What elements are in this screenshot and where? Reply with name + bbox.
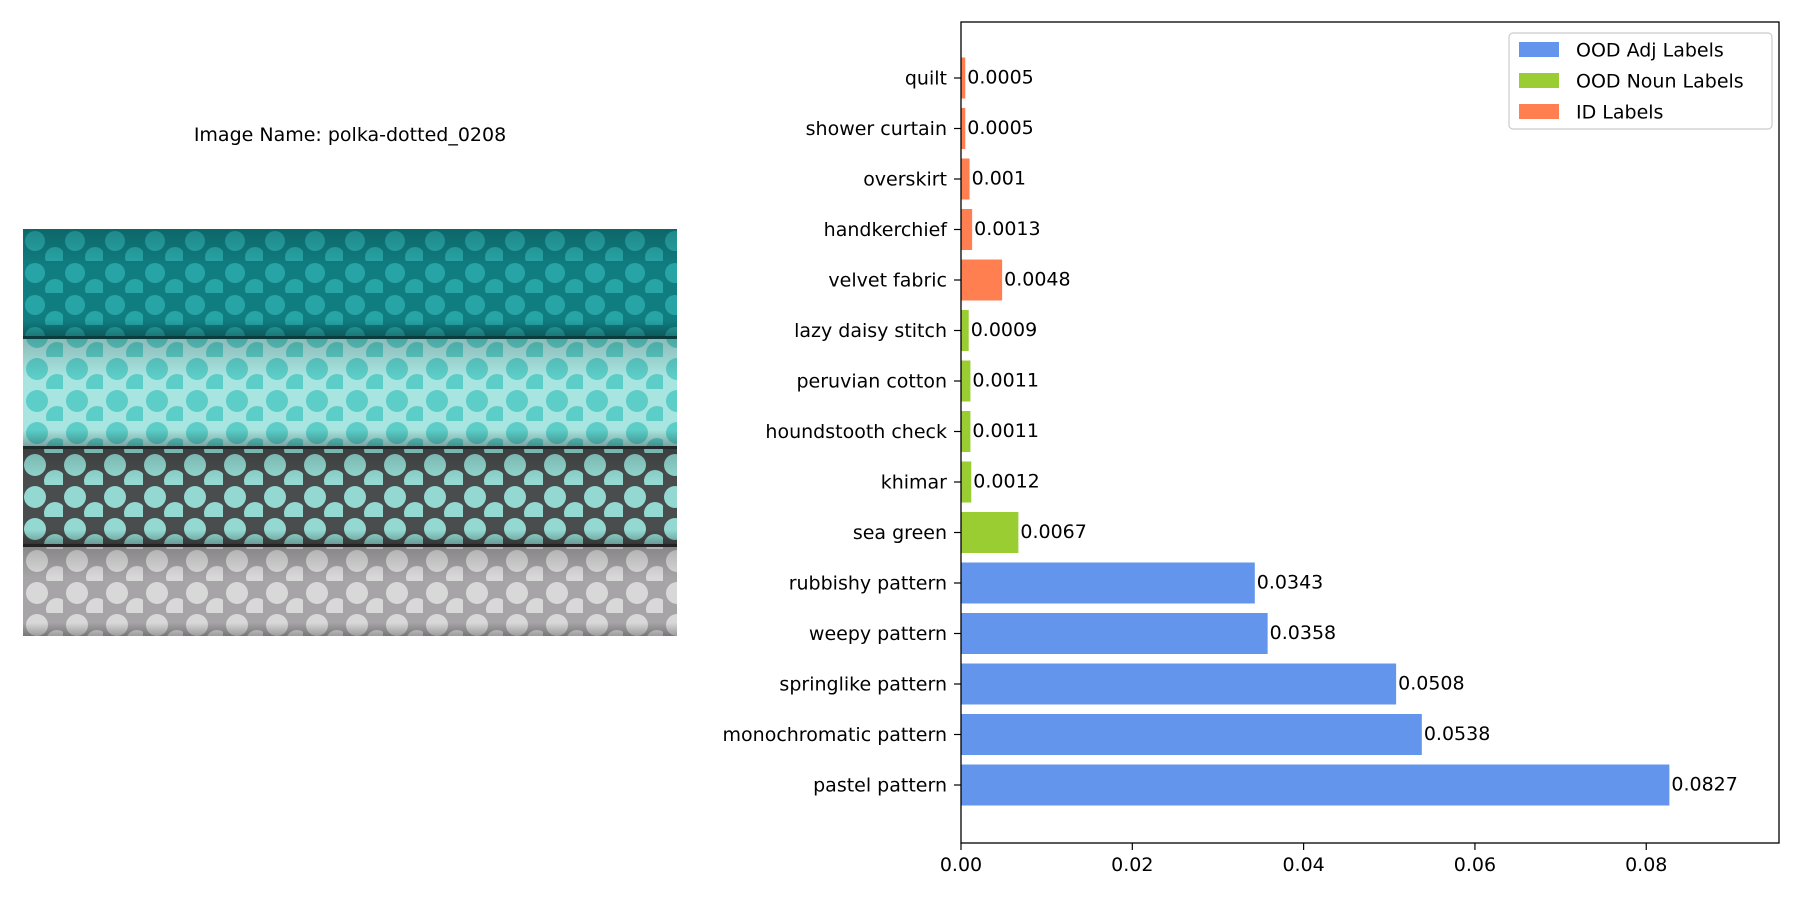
plot-frame bbox=[960, 21, 1780, 844]
y-tick-label: velvet fabric bbox=[828, 270, 947, 292]
bar-value-label: 0.0048 bbox=[1004, 269, 1070, 291]
x-tick-label: 0.00 bbox=[940, 854, 982, 876]
bar-value-label: 0.0011 bbox=[972, 420, 1038, 442]
y-tick-label: lazy daisy stitch bbox=[794, 320, 947, 342]
x-tick-label: 0.04 bbox=[1282, 854, 1324, 876]
bar-value-label: 0.0011 bbox=[972, 370, 1038, 392]
bar bbox=[961, 310, 969, 351]
y-tick-label: overskirt bbox=[863, 169, 947, 191]
legend-label: OOD Adj Labels bbox=[1576, 40, 1724, 62]
bar bbox=[961, 764, 1670, 806]
legend-swatch bbox=[1519, 104, 1559, 119]
bar-value-label: 0.0358 bbox=[1270, 622, 1336, 644]
bar bbox=[961, 57, 966, 99]
bar bbox=[961, 209, 973, 250]
bar bbox=[961, 108, 966, 149]
bar bbox=[961, 411, 971, 452]
bar-value-label: 0.001 bbox=[972, 168, 1026, 190]
y-tick-label: weepy pattern bbox=[809, 623, 947, 645]
bar-value-label: 0.0538 bbox=[1424, 723, 1490, 745]
y-tick-label: springlike pattern bbox=[779, 674, 947, 696]
y-tick-label: rubbishy pattern bbox=[789, 573, 947, 595]
bar-value-label: 0.0005 bbox=[967, 67, 1033, 89]
bar bbox=[961, 360, 971, 402]
y-tick-label: monochromatic pattern bbox=[723, 724, 947, 746]
x-tick-label: 0.02 bbox=[1111, 854, 1153, 876]
bar bbox=[961, 512, 1019, 553]
bar-value-label: 0.0009 bbox=[971, 319, 1037, 341]
y-tick-label: handkerchief bbox=[824, 219, 949, 241]
bar-value-label: 0.0013 bbox=[974, 218, 1040, 240]
bar-value-label: 0.0827 bbox=[1671, 774, 1737, 796]
x-tick-label: 0.06 bbox=[1454, 854, 1496, 876]
fabric-photo bbox=[23, 229, 677, 636]
legend-label: OOD Noun Labels bbox=[1576, 71, 1744, 93]
bar-value-label: 0.0005 bbox=[967, 117, 1033, 139]
legend-box bbox=[1508, 32, 1773, 130]
bar bbox=[961, 714, 1422, 755]
legend-swatch bbox=[1519, 42, 1559, 57]
bar bbox=[961, 613, 1268, 654]
legend-label: ID Labels bbox=[1576, 102, 1663, 124]
image-name-title: Image Name: polka-dotted_0208 bbox=[193, 124, 507, 146]
y-tick-label: sea green bbox=[853, 522, 947, 544]
y-tick-label: houndstooth check bbox=[765, 421, 947, 443]
bar-value-label: 0.0012 bbox=[973, 471, 1039, 493]
bar bbox=[961, 461, 972, 503]
y-tick-label: peruvian cotton bbox=[797, 371, 948, 393]
legend-swatch bbox=[1519, 73, 1559, 88]
y-tick-label: shower curtain bbox=[806, 118, 947, 140]
y-tick-label: khimar bbox=[881, 472, 947, 494]
bar bbox=[961, 158, 970, 200]
y-tick-label: quilt bbox=[905, 68, 947, 90]
bar-value-label: 0.0508 bbox=[1398, 673, 1464, 695]
bar-value-label: 0.0343 bbox=[1257, 572, 1323, 594]
bar bbox=[961, 562, 1255, 604]
bar bbox=[961, 663, 1397, 705]
bar-value-label: 0.0067 bbox=[1020, 521, 1086, 543]
x-tick-label: 0.08 bbox=[1625, 854, 1667, 876]
y-tick-label: pastel pattern bbox=[813, 775, 947, 797]
bar bbox=[961, 259, 1003, 301]
